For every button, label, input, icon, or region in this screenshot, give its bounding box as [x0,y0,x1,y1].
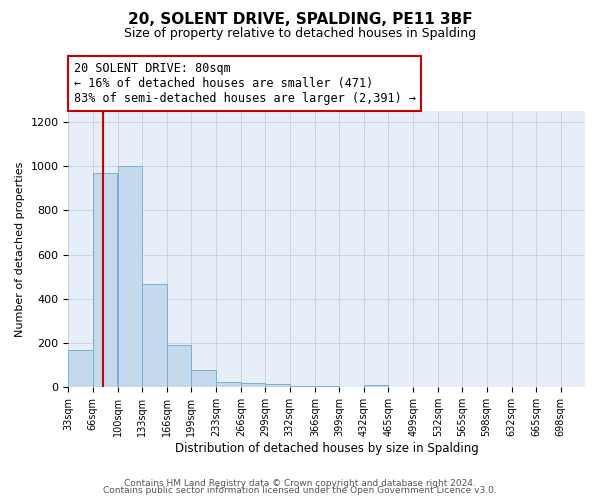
Y-axis label: Number of detached properties: Number of detached properties [15,162,25,336]
Text: Contains HM Land Registry data © Crown copyright and database right 2024.: Contains HM Land Registry data © Crown c… [124,478,476,488]
Bar [364,384,388,388]
Bar [142,284,167,388]
Text: Size of property relative to detached houses in Spalding: Size of property relative to detached ho… [124,28,476,40]
Bar [93,172,117,388]
Text: 20, SOLENT DRIVE, SPALDING, PE11 3BF: 20, SOLENT DRIVE, SPALDING, PE11 3BF [128,12,472,28]
Bar [217,382,241,388]
Bar [290,386,314,388]
Text: 20 SOLENT DRIVE: 80sqm
← 16% of detached houses are smaller (471)
83% of semi-de: 20 SOLENT DRIVE: 80sqm ← 16% of detached… [74,62,416,105]
X-axis label: Distribution of detached houses by size in Spalding: Distribution of detached houses by size … [175,442,479,455]
Text: Contains public sector information licensed under the Open Government Licence v3: Contains public sector information licen… [103,486,497,495]
Bar [315,386,339,388]
Bar [118,166,142,388]
Bar [191,370,215,388]
Bar [241,384,265,388]
Bar [167,346,191,388]
Bar [265,384,290,388]
Bar [68,350,93,388]
